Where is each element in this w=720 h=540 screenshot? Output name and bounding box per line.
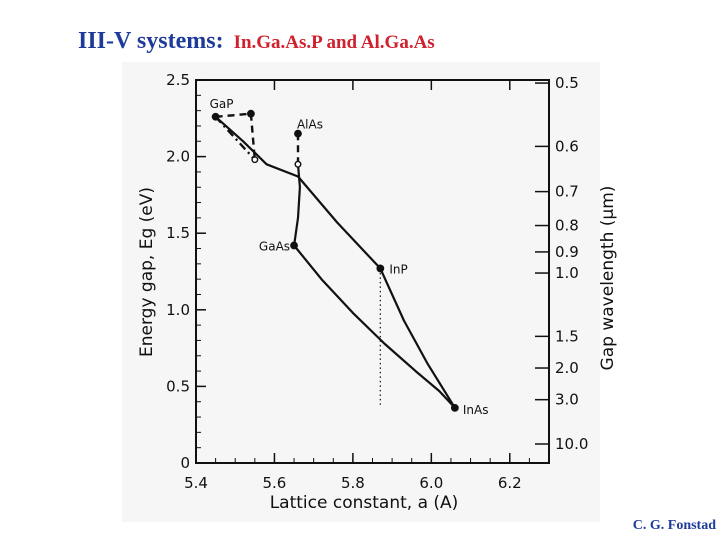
point-labels-layer: GaP AlAs GaAs InP InAs — [210, 97, 489, 417]
slide-title: III-V systems: In.Ga.As.P and Al.Ga.As — [78, 28, 435, 55]
curve-dashed — [215, 112, 252, 118]
y2-axis-label: Gap wavelength (μm) — [598, 186, 618, 371]
markers-layer — [211, 109, 459, 412]
curves-layer — [214, 112, 456, 409]
wavelength-tick-label: 1.5 — [555, 327, 579, 345]
point-label-inas: InAs — [463, 403, 489, 417]
figure-background — [122, 62, 600, 522]
data-point-alas — [294, 160, 302, 168]
x-tick-label: 5.8 — [341, 474, 365, 492]
tick-labels-layer: 5.4 5.6 5.8 6.0 6.2 0 0.5 1.0 1.5 2.0 2.5 0.5 0.6 0.7… — [166, 71, 588, 492]
point-label-inp: InP — [389, 262, 407, 276]
slide-title-subtitle: In.Ga.As.P and Al.Ga.As — [233, 32, 435, 53]
y-tick-label: 1.5 — [166, 224, 190, 242]
x-tick-label: 5.4 — [184, 474, 208, 492]
point-label-alas: AlAs — [297, 117, 323, 131]
point-label-gaas: GaAs — [259, 239, 290, 253]
wavelength-tick-label: 2.0 — [555, 359, 579, 377]
curve-solid — [293, 244, 456, 409]
data-point-gaas — [290, 241, 298, 250]
curve-dashed — [249, 113, 256, 160]
wavelength-tick-label: 3.0 — [555, 391, 579, 409]
curve-solid — [214, 115, 382, 270]
y-tick-label: 1.0 — [166, 301, 190, 319]
x-tick-label: 5.6 — [263, 474, 287, 492]
y-tick-label: 0 — [180, 454, 190, 472]
wavelength-tick-label: 0.7 — [555, 183, 579, 201]
x-tick-label: 6.0 — [419, 474, 443, 492]
wavelength-tick-label: 1.0 — [555, 264, 579, 282]
curve-solid — [379, 267, 456, 409]
curve-solid — [293, 164, 301, 246]
data-point — [294, 129, 302, 138]
data-point-inas — [450, 403, 459, 412]
wavelength-tick-label: 0.6 — [555, 137, 579, 155]
tick-marks — [195, 79, 549, 464]
x-tick-label: 6.2 — [498, 474, 522, 492]
y-tick-label: 2.0 — [166, 148, 190, 166]
wavelength-tick-label: 10.0 — [555, 435, 588, 453]
x-axis-label: Lattice constant, a (A) — [270, 493, 459, 513]
data-point — [247, 109, 255, 118]
y-tick-label: 0.5 — [166, 377, 190, 395]
y-axis-label: Energy gap, Eg (eV) — [137, 187, 157, 357]
data-point — [251, 156, 259, 164]
slide-title-main: III-V systems: — [78, 28, 224, 54]
data-point-inp — [376, 264, 385, 273]
point-label-gap: GaP — [210, 97, 234, 111]
y-tick-label: 2.5 — [166, 71, 190, 89]
curve-dashdot — [214, 115, 256, 161]
credit: C. G. Fonstad — [632, 518, 716, 533]
wavelength-tick-label: 0.8 — [555, 217, 579, 235]
wavelength-tick-label: 0.9 — [555, 243, 579, 261]
wavelength-tick-label: 0.5 — [555, 74, 579, 92]
data-point-gap — [211, 112, 220, 121]
